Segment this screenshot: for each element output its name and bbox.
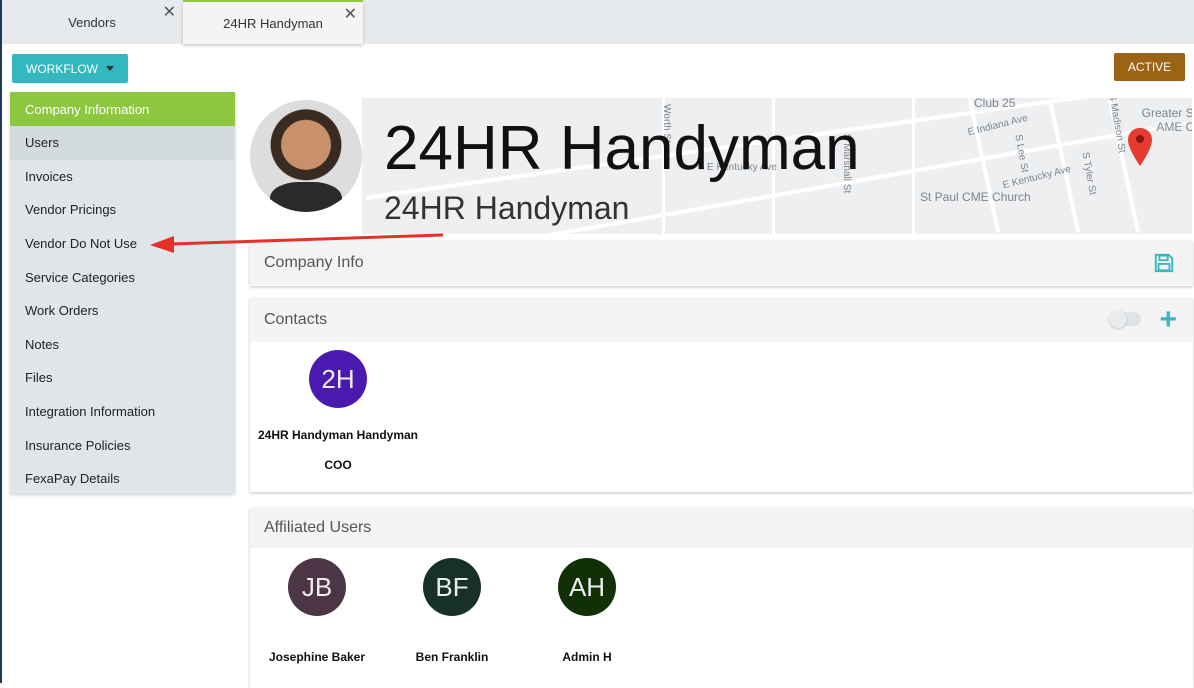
user-name: Ben Franklin (415, 650, 489, 664)
user-card[interactable]: AH Admin H (502, 558, 672, 664)
map-label: Club 25 (974, 98, 1016, 110)
map-label: S Tyler St (1079, 151, 1098, 196)
user-card[interactable]: BF Ben Franklin (367, 558, 537, 664)
contact-card[interactable]: 2H 24HR Handyman Handyman COO (253, 350, 423, 472)
map-label: Greater St AME Cl (1141, 106, 1192, 134)
map-pin-icon (1128, 128, 1152, 166)
caret-down-icon (106, 66, 114, 71)
contacts-panel: Contacts + 2H 24HR Handyman Handyman COO (250, 298, 1193, 492)
add-contact-icon[interactable]: + (1159, 303, 1177, 336)
save-icon[interactable] (1153, 252, 1175, 274)
contacts-header: Contacts + (250, 298, 1193, 342)
workflow-button[interactable]: WORKFLOW (12, 54, 128, 83)
contact-role: COO (324, 458, 352, 472)
sidebar-item-vendor-pricings[interactable]: Vendor Pricings (25, 202, 117, 218)
map-label: S Madison St (1106, 98, 1128, 154)
sidebar-item-invoices[interactable]: Invoices (25, 168, 73, 184)
sidebar-item-insurance-policies[interactable]: Insurance Policies (25, 437, 131, 453)
sidebar-item-integration-information[interactable]: Integration Information (25, 404, 156, 420)
contacts-toggle[interactable] (1109, 310, 1141, 328)
map-label: E Kentucky Ave (707, 162, 777, 173)
sidebar-item-users[interactable]: Users (10, 126, 235, 160)
panel-title: Company Info (264, 254, 364, 271)
sidebar-item-service-categories[interactable]: Service Categories (25, 269, 135, 285)
tab-label: 24HR Handyman (223, 15, 323, 31)
panel-title: Contacts (264, 311, 328, 328)
page-title: 24HR Handyman (384, 114, 860, 183)
tab-bar: Vendors ✕ 24HR Handyman ✕ (2, 0, 1194, 44)
panel-title: Affiliated Users (264, 519, 372, 536)
avatar: AH (558, 558, 616, 616)
user-name: Josephine Baker (268, 650, 366, 664)
contact-name: 24HR Handyman Handyman (257, 428, 419, 442)
sidebar-item-vendor-do-not-use[interactable]: Vendor Do Not Use (25, 236, 138, 252)
status-active-button[interactable]: ACTIVE (1114, 53, 1185, 81)
company-info-panel: Company Info (250, 241, 1193, 286)
avatar: 2H (309, 350, 367, 408)
tab-24hr-handyman[interactable]: 24HR Handyman ✕ (183, 0, 363, 44)
sidebar-item-notes[interactable]: Notes (25, 336, 59, 352)
sidebar: Company Information Users Invoices Vendo… (10, 92, 235, 494)
workflow-label: WORKFLOW (26, 61, 98, 76)
sidebar-item-work-orders[interactable]: Work Orders (25, 303, 99, 319)
affiliated-users-header: Affiliated Users (250, 508, 1193, 548)
tab-vendors[interactable]: Vendors ✕ (2, 0, 182, 44)
close-icon[interactable]: ✕ (162, 4, 176, 21)
user-name: Admin H (562, 650, 612, 664)
sidebar-item-fexapay-details[interactable]: FexaPay Details (25, 471, 120, 487)
page-subtitle: 24HR Handyman (384, 190, 630, 226)
avatar: BF (423, 558, 481, 616)
tab-label: Vendors (68, 14, 116, 30)
company-info-header[interactable]: Company Info (250, 241, 1193, 285)
sidebar-item-files[interactable]: Files (25, 370, 53, 386)
location-map[interactable]: Club 25 E Indiana Ave S Lee St S Tyler S… (362, 98, 1192, 234)
close-icon[interactable]: ✕ (343, 6, 357, 23)
sidebar-item-company-information[interactable]: Company Information (10, 92, 235, 126)
map-label: E Kentucky Ave (1001, 163, 1073, 192)
map-label: St Paul CME Church (920, 190, 1031, 204)
map-label: S Lee St (1012, 133, 1030, 174)
avatar: JB (288, 558, 346, 616)
affiliated-users-panel: Affiliated Users JB Josephine Baker BF B… (250, 508, 1193, 688)
company-avatar-photo (250, 100, 362, 212)
user-card[interactable]: JB Josephine Baker (232, 558, 402, 664)
